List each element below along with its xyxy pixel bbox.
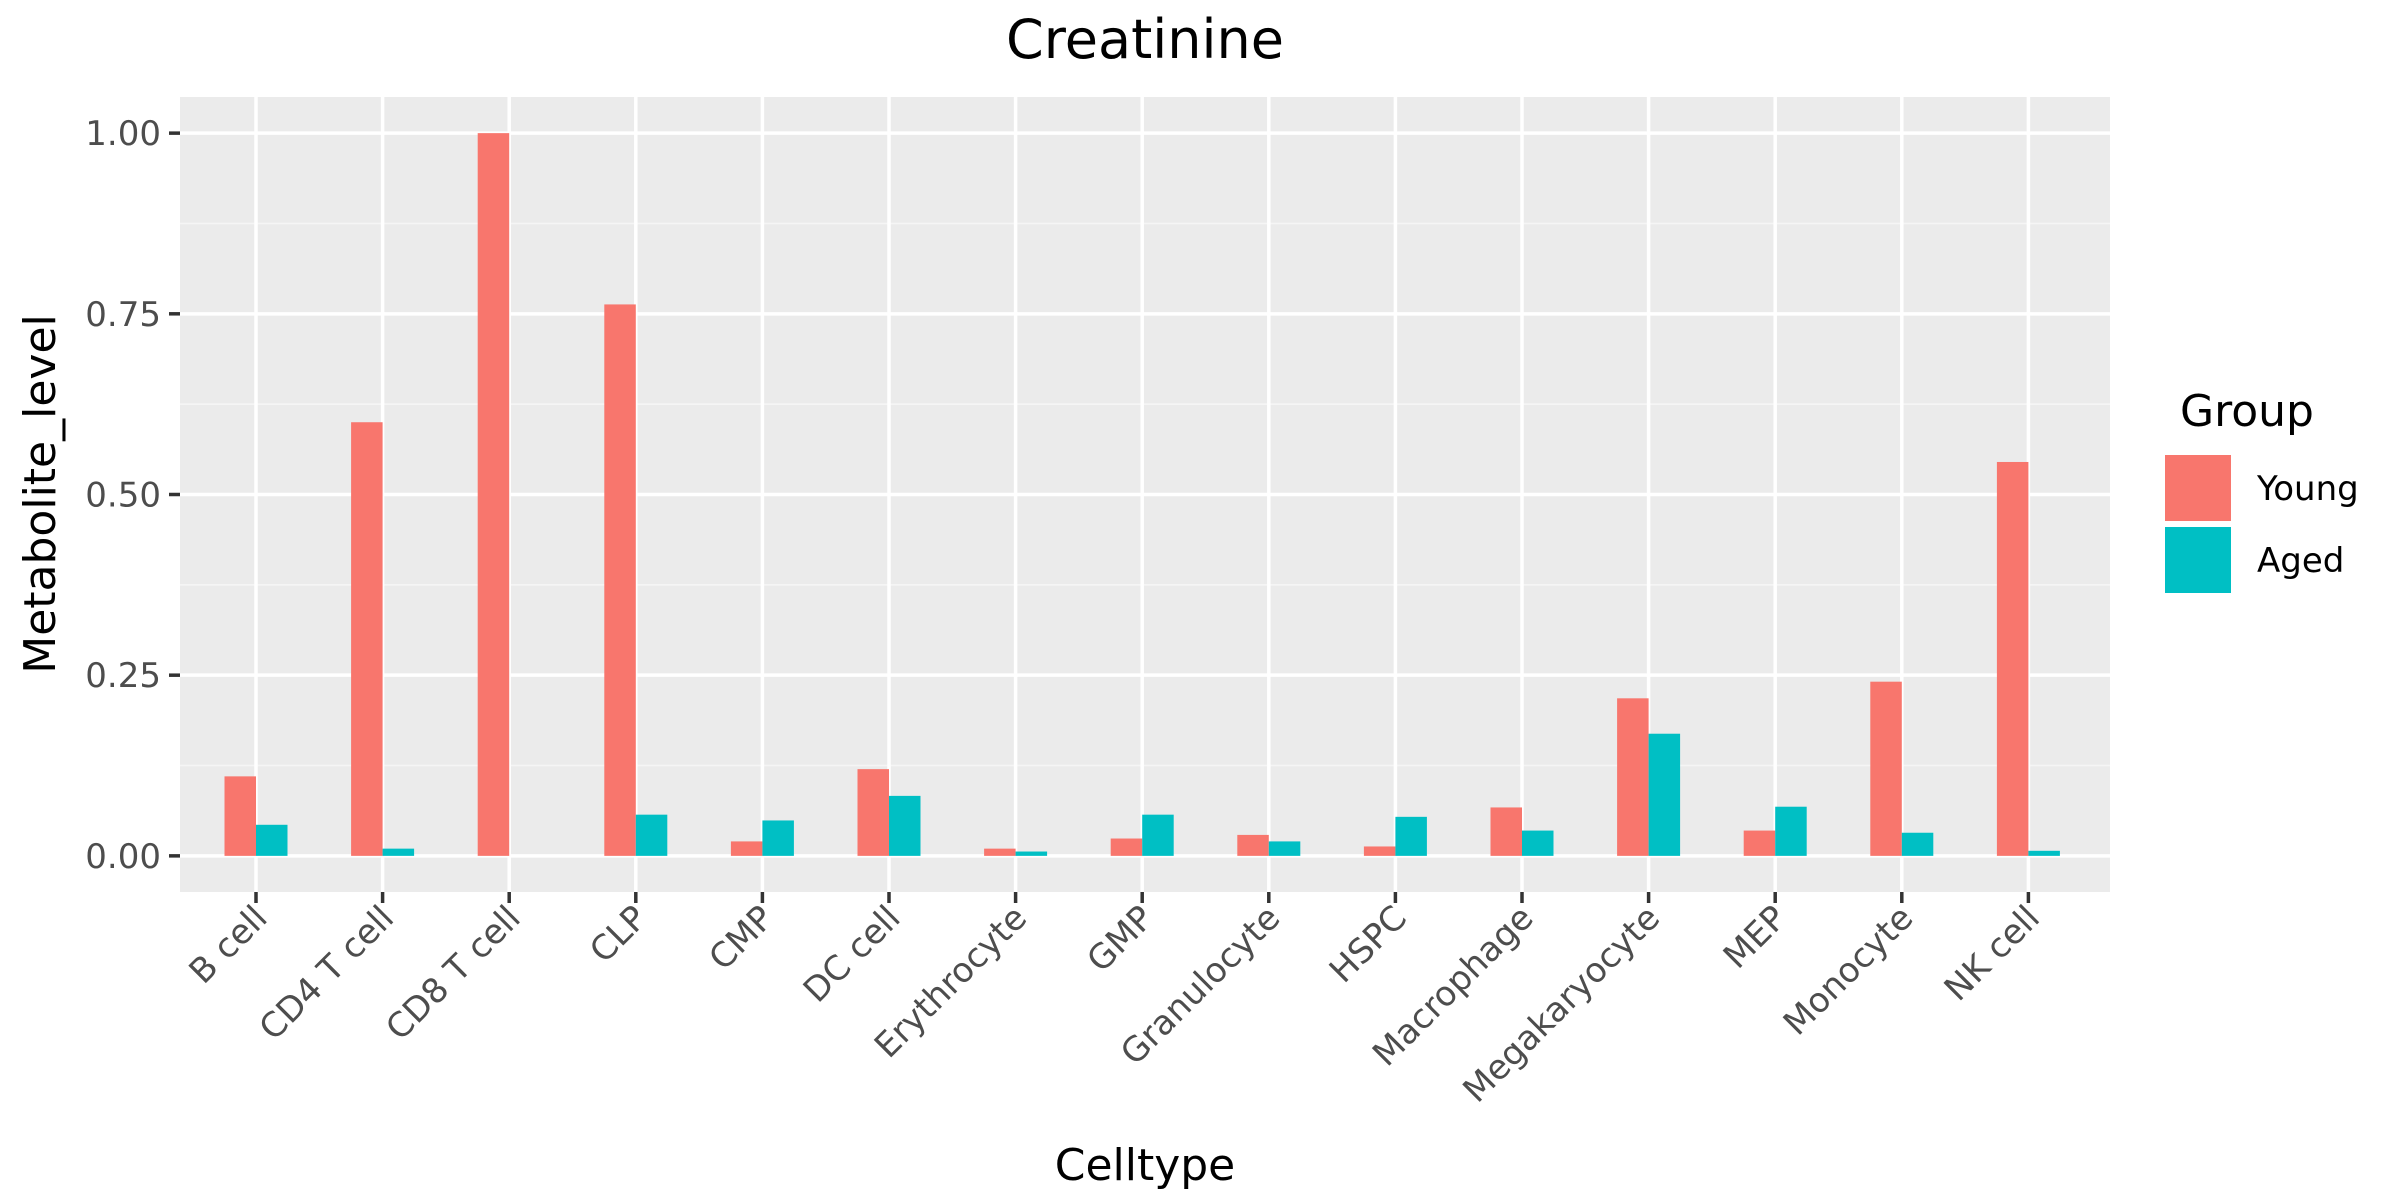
bar-young: NK cell / Young: 0.545: [1996, 461, 2029, 856]
legend-label-aged: Aged: [2257, 541, 2344, 581]
x-tick-label: HSPC: [1322, 898, 1415, 991]
bar-aged: Granulocyte / Aged: 0.02: [1268, 841, 1301, 856]
y-tick-label: 0.25: [85, 656, 161, 696]
y-tick-label: 0.75: [85, 295, 161, 335]
bar-aged: CMP / Aged: 0.049: [762, 820, 794, 856]
x-axis-title: Celltype: [1055, 1140, 1236, 1191]
bar-aged: HSPC / Aged: 0.054: [1395, 816, 1427, 856]
bar-young: Megakaryocyte / Young: 0.218: [1617, 698, 1649, 856]
y-tick-label: 1.00: [85, 114, 161, 154]
bar-young: CLP / Young: 0.763: [604, 304, 636, 856]
x-tick-label: DC cell: [796, 898, 909, 1011]
bar-aged: DC cell / Aged: 0.083: [889, 795, 921, 856]
y-tick-label: 0.00: [85, 837, 161, 877]
x-tick-label: NK cell: [1937, 898, 2048, 1009]
bar-young: HSPC / Young: 0.013: [1363, 846, 1396, 856]
x-tick-label: CD8 T cell: [378, 898, 528, 1048]
bar-aged: Macrophage / Aged: 0.035: [1522, 830, 1554, 856]
bar-aged: CLP / Aged: 0.057: [635, 814, 668, 856]
x-tick-label: B cell: [182, 898, 276, 992]
bar-young: CMP / Young: 0.02: [730, 841, 763, 856]
bar-young: B cell / Young: 0.11: [224, 776, 256, 856]
x-tick-label: CD4 T cell: [252, 898, 402, 1048]
x-tick-label: GMP: [1079, 898, 1161, 980]
legend-title: Group: [2180, 386, 2314, 437]
x-tick-label: CMP: [701, 898, 781, 978]
bar-young: DC cell / Young: 0.12: [857, 769, 889, 856]
bar-aged: CD4 T cell / Aged: 0.01: [382, 848, 415, 856]
bar-aged: MEP / Aged: 0.068: [1775, 806, 1807, 856]
bar-young: Granulocyte / Young: 0.029: [1237, 834, 1269, 856]
bar-young: CD4 T cell / Young: 0.6: [351, 422, 383, 856]
bar-young: Erythrocyte / Young: 0.01: [984, 848, 1016, 856]
legend-key-aged: [2165, 527, 2231, 593]
legend: Group Young Aged: [2165, 386, 2359, 593]
bar-young: CD8 T cell / Young: 1: [477, 133, 510, 856]
bars: B cell / Young: 0.11 CD4 T cell / Young: …: [224, 133, 2060, 856]
y-tick-label: 0.50: [85, 476, 161, 516]
bar-young: Macrophage / Young: 0.067: [1490, 807, 1522, 856]
bar-young: GMP / Young: 0.024: [1110, 838, 1143, 856]
bar-young: Monocyte / Young: 0.241: [1870, 681, 1902, 856]
bar-aged: Monocyte / Aged: 0.032: [1901, 832, 1934, 856]
x-tick-label: MEP: [1716, 898, 1795, 977]
bar-aged: Megakaryocyte / Aged: 0.169: [1648, 733, 1681, 856]
chart-title: Creatinine: [1006, 8, 1284, 71]
y-axis: 0.00 0.25 0.50 0.75 1.00: [85, 114, 180, 877]
bar-aged: NK cell / Aged: 0.007: [2028, 850, 2060, 856]
bar-aged: B cell / Aged: 0.043: [256, 824, 288, 856]
x-tick-label: Monocyte: [1776, 898, 1921, 1043]
legend-label-young: Young: [2256, 469, 2359, 509]
bar-aged: GMP / Aged: 0.057: [1142, 814, 1174, 856]
legend-key-young: [2165, 455, 2231, 521]
x-tick-label: CLP: [582, 898, 655, 971]
y-axis-title: Metabolite_level: [15, 314, 66, 674]
bar-young: MEP / Young: 0.035: [1743, 830, 1776, 856]
bar-aged: Erythrocyte / Aged: 0.006: [1015, 851, 1048, 856]
